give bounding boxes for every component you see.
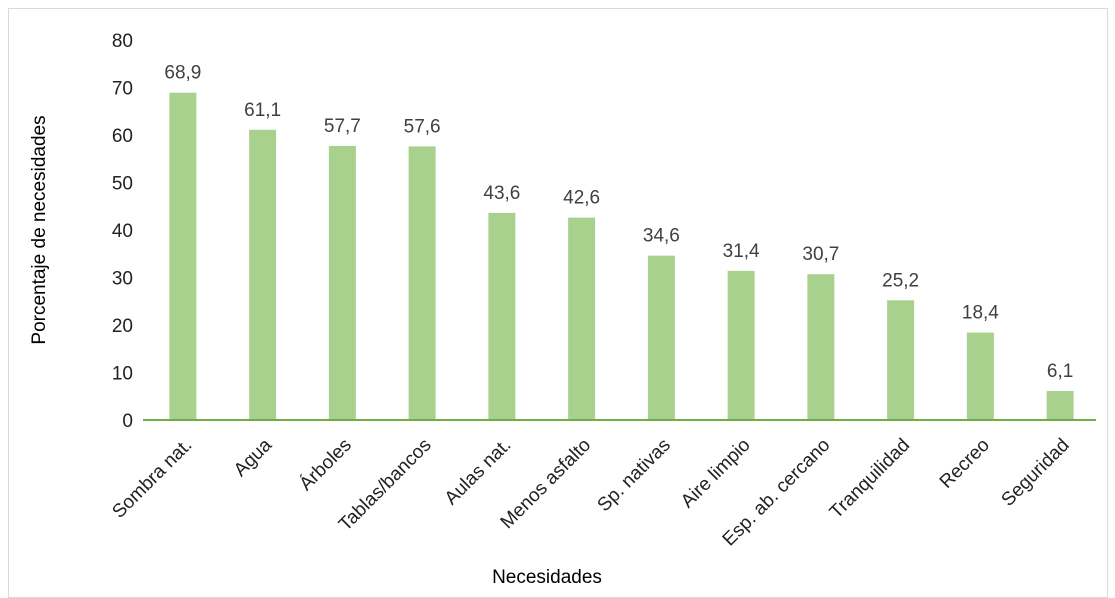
data-label: 42,6 [563, 188, 600, 209]
bar [408, 146, 436, 420]
x-tick-label: Seguridad [998, 435, 1074, 511]
bar [887, 300, 915, 420]
x-tick-label: Tranquilidad [826, 435, 914, 523]
data-label: 61,1 [244, 100, 281, 121]
bar [807, 274, 835, 420]
y-tick-label: 80 [112, 31, 133, 52]
x-tick-label: Agua [230, 434, 277, 481]
data-label: 34,6 [643, 226, 680, 247]
bar [488, 212, 516, 420]
x-tick-label: Sombra nat. [108, 435, 196, 523]
x-tick-label: Recreo [936, 435, 994, 493]
bar [169, 92, 197, 420]
bar [249, 129, 277, 420]
data-label: 18,4 [962, 303, 999, 324]
y-axis-ticks: 0 10 20 30 40 50 60 70 80 [112, 31, 133, 432]
data-label: 57,6 [404, 116, 441, 137]
bar [966, 332, 994, 420]
bars [169, 92, 1074, 421]
data-label: 25,2 [882, 270, 919, 291]
x-axis-title: Necesidades [492, 567, 602, 587]
data-label: 6,1 [1047, 361, 1073, 382]
x-tick-label: Aulas nat. [441, 435, 516, 510]
y-tick-label: 40 [112, 221, 133, 242]
bar [328, 145, 356, 421]
y-tick-label: 10 [112, 364, 133, 385]
data-label: 30,7 [802, 244, 839, 265]
data-labels: 68,9 61,1 57,7 57,6 43,6 42,6 34,6 31,4 30,7 25,2… [164, 63, 1073, 382]
data-label: 68,9 [164, 63, 201, 84]
x-tick-label: Aire limpio [677, 435, 755, 513]
bar [568, 217, 596, 420]
data-label: 31,4 [723, 241, 760, 262]
data-label: 43,6 [483, 183, 520, 204]
y-tick-label: 30 [112, 269, 133, 290]
y-tick-label: 70 [112, 79, 133, 100]
x-tick-label: Sp. nativas [594, 435, 675, 516]
x-tick-label: Árboles [296, 435, 356, 495]
data-label: 57,7 [324, 116, 361, 137]
bar [727, 270, 755, 420]
bar [1046, 391, 1074, 420]
y-tick-label: 60 [112, 126, 133, 147]
y-axis-title: Porcentaje de necesidades [29, 115, 50, 344]
y-tick-label: 0 [122, 411, 133, 432]
bar [647, 255, 675, 420]
y-tick-label: 20 [112, 316, 133, 337]
y-tick-label: 50 [112, 174, 133, 195]
